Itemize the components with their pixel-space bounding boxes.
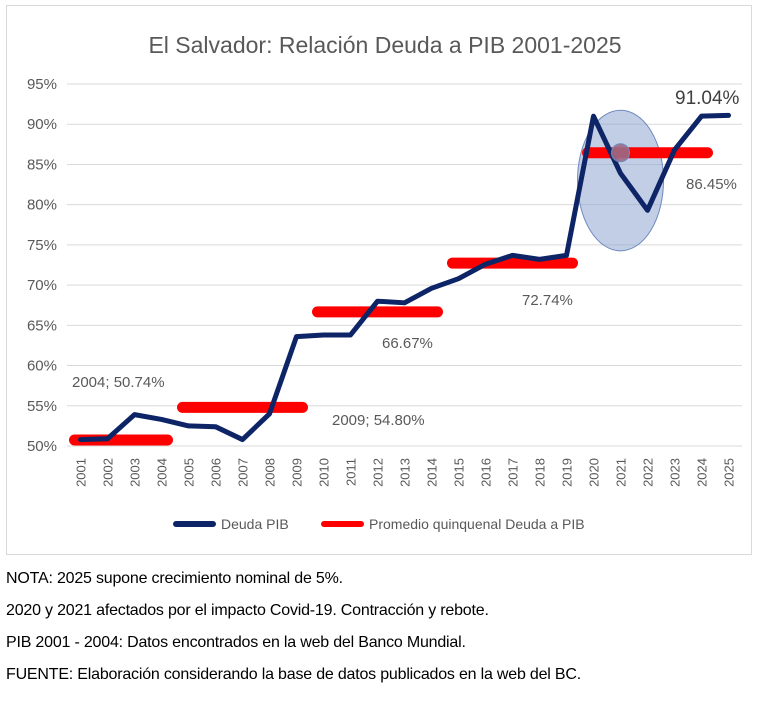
x-tick-label: 2012 (371, 458, 386, 487)
y-tick-label: 60% (27, 358, 57, 375)
label-2015-2019-avg: 72.74% (522, 292, 573, 309)
x-tick-label: 2001 (74, 458, 89, 487)
x-tick-label: 2017 (506, 458, 521, 487)
label-2025-value: 91.04% (675, 88, 740, 109)
y-tick-label: 55% (27, 398, 57, 415)
x-tick-label: 2003 (128, 458, 143, 487)
label-2009-avg: 2009; 54.80% (332, 412, 425, 429)
note-covid: 2020 y 2021 afectados por el impacto Cov… (6, 602, 489, 619)
note-assumption: NOTA: 2025 supone crecimiento nominal de… (6, 570, 343, 587)
x-tick-label: 2015 (452, 458, 467, 487)
x-tick-label: 2018 (533, 458, 548, 487)
legend-label-average: Promedio quinquenal Deuda a PIB (369, 516, 585, 532)
covid-overlap-marker (611, 143, 630, 163)
x-tick-label: 2008 (263, 458, 278, 487)
x-tick-label: 2004 (155, 458, 170, 487)
x-tick-label: 2016 (479, 458, 494, 487)
y-tick-label: 90% (27, 116, 57, 133)
y-tick-label: 75% (27, 237, 57, 254)
x-tick-label: 2013 (398, 458, 413, 487)
chart-title: El Salvador: Relación Deuda a PIB 2001-2… (148, 32, 621, 58)
x-tick-label: 2021 (614, 458, 629, 487)
x-tick-label: 2011 (344, 458, 359, 486)
y-tick-label: 70% (27, 277, 57, 294)
y-tick-label: 50% (27, 438, 57, 455)
debt-series (78, 112, 731, 443)
label-2004-avg: 2004; 50.74% (72, 374, 165, 391)
x-tick-label: 2005 (182, 458, 197, 487)
x-tick-label: 2023 (668, 458, 683, 487)
x-tick-label: 2002 (101, 458, 116, 487)
overlap-marker (611, 143, 630, 163)
debt-gdp-line (78, 112, 731, 443)
debt-gdp-chart: El Salvador: Relación Deuda a PIB 2001-2… (27, 32, 742, 532)
legend-label-debt: Deuda PIB (221, 516, 289, 532)
label-2010-2014-avg: 66.67% (382, 335, 433, 352)
note-source: FUENTE: Elaboración considerando la base… (6, 666, 581, 683)
label-2020-2024-avg: 86.45% (686, 176, 737, 193)
y-tick-label: 65% (27, 317, 57, 334)
footnotes: NOTA: 2025 supone crecimiento nominal de… (6, 568, 754, 696)
y-tick-label: 95% (27, 76, 57, 93)
x-axis-ticks: 2001 2002 2003 2004 2005 2006 2007 2008 2009 2010… (74, 458, 737, 487)
x-tick-label: 2009 (290, 458, 305, 487)
x-tick-label: 2007 (236, 458, 251, 487)
y-axis-ticks: 50% 55% 60% 65% 70% 75% 80% 85% 90% 95% (27, 76, 57, 455)
x-tick-label: 2020 (587, 458, 602, 487)
y-tick-label: 80% (27, 197, 57, 214)
x-tick-label: 2022 (641, 458, 656, 487)
x-tick-label: 2006 (209, 458, 224, 487)
x-tick-label: 2010 (317, 458, 332, 487)
x-tick-label: 2019 (560, 458, 575, 487)
data-labels: 2004; 50.74% 2009; 54.80% 66.67% 72.74% … (72, 88, 740, 429)
chart-frame: El Salvador: Relación Deuda a PIB 2001-2… (6, 5, 752, 555)
x-tick-label: 2014 (425, 458, 440, 487)
x-tick-label: 2025 (722, 458, 737, 487)
y-tick-label: 85% (27, 156, 57, 173)
legend: Deuda PIB Promedio quinquenal Deuda a PI… (173, 516, 585, 532)
note-gdp-source: PIB 2001 - 2004: Datos encontrados en la… (6, 634, 466, 651)
x-tick-label: 2024 (695, 458, 710, 487)
